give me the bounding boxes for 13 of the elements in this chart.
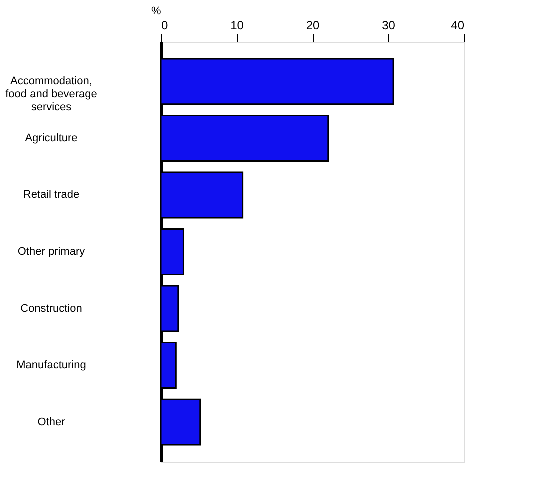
y-tick-label: Manufacturing <box>16 360 86 372</box>
y-tick-label: Other <box>38 416 66 428</box>
x-tick-label: 10 <box>230 18 244 32</box>
x-tick-label: 20 <box>306 18 320 32</box>
x-tick-label: 40 <box>451 18 465 32</box>
y-tick-label: Agriculture <box>25 132 78 144</box>
x-tick-label: 0 <box>162 18 168 32</box>
x-tick-label: 30 <box>382 18 396 32</box>
y-tick-label: Retail trade <box>23 189 80 202</box>
x-axis-title: % <box>152 6 162 18</box>
y-tick-label: Other primary <box>18 246 86 258</box>
y-tick-label: Accommodation, food and beverage services <box>6 76 98 114</box>
y-tick-label: Construction <box>20 302 82 315</box>
